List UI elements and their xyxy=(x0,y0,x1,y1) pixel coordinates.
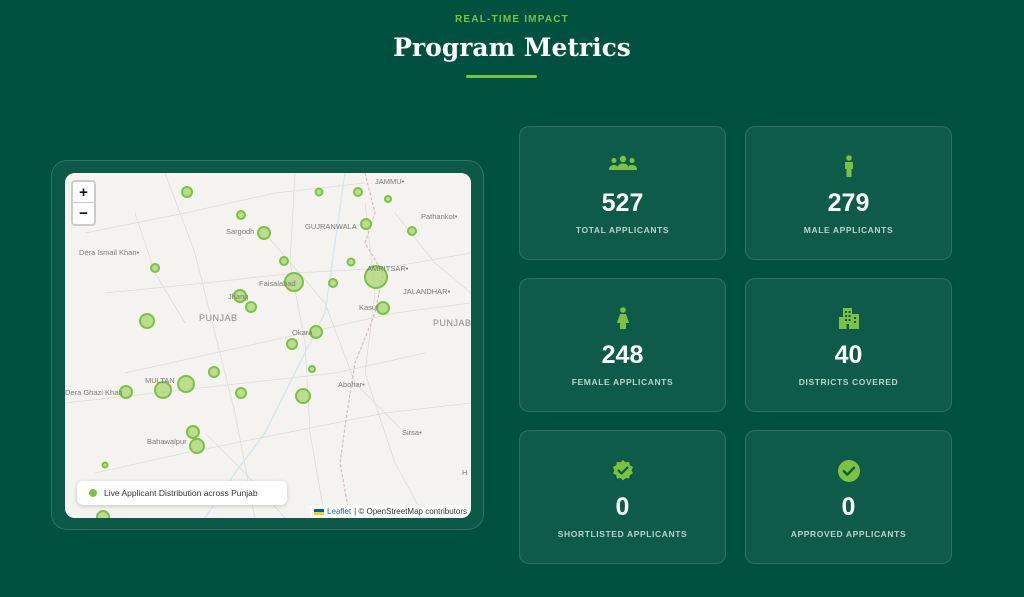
stat-value: 527 xyxy=(601,189,644,217)
map-marker xyxy=(328,278,338,288)
map-legend: Live Applicant Distribution across Punja… xyxy=(77,481,287,505)
map-marker xyxy=(364,265,388,289)
title-underline xyxy=(466,75,537,78)
place-label: AMRITSAR• xyxy=(367,264,409,273)
map-marker xyxy=(245,301,257,313)
map-marker xyxy=(150,263,160,273)
map-marker xyxy=(101,461,109,469)
map-marker xyxy=(235,387,247,399)
stat-label: FEMALE APPLICANTS xyxy=(571,377,674,387)
map-marker xyxy=(309,325,323,339)
place-label: JALANDHAR• xyxy=(403,287,451,296)
map-marker xyxy=(308,365,316,373)
legend-label: Live Applicant Distribution across Punja… xyxy=(104,488,258,498)
stat-value: 0 xyxy=(841,493,856,521)
female-icon xyxy=(520,307,725,329)
place-label: MULTAN xyxy=(145,376,175,385)
place-label: GUJRANWALA xyxy=(305,222,357,231)
stat-value: 40 xyxy=(834,341,863,369)
badge-check-icon xyxy=(520,459,725,483)
map-marker xyxy=(295,388,311,404)
map-attribution: Leaflet | © OpenStreetMap contributors xyxy=(310,505,471,518)
place-label: Okara xyxy=(292,328,313,337)
map-marker xyxy=(236,210,246,220)
stat-card-districts-covered: 40 DISTRICTS COVERED xyxy=(745,278,952,412)
stat-label: MALE APPLICANTS xyxy=(803,225,894,235)
place-label: Bahawalpur xyxy=(147,437,187,446)
map-marker xyxy=(360,218,372,230)
stat-label: APPROVED APPLICANTS xyxy=(790,529,907,539)
building-icon xyxy=(746,307,951,329)
stat-card-male-applicants: 279 MALE APPLICANTS xyxy=(745,126,952,260)
map-marker xyxy=(279,256,289,266)
stat-label: TOTAL APPLICANTS xyxy=(575,225,670,235)
place-label: Faisalabad xyxy=(259,279,296,288)
map-marker xyxy=(233,289,247,303)
stat-label: SHORTLISTED APPLICANTS xyxy=(557,529,688,539)
place-label: PUNJAB xyxy=(199,313,238,323)
place-label: Sargodh xyxy=(226,227,255,236)
map-marker xyxy=(154,381,172,399)
page-title: Program Metrics xyxy=(393,33,631,62)
place-label: Pathankot• xyxy=(421,212,458,221)
map-marker xyxy=(119,385,133,399)
map-marker xyxy=(189,438,205,454)
map-marker xyxy=(181,186,193,198)
stat-card-female-applicants: 248 FEMALE APPLICANTS xyxy=(519,278,726,412)
stat-card-shortlisted-applicants: 0 SHORTLISTED APPLICANTS xyxy=(519,430,726,564)
place-label: JAMMU• xyxy=(375,177,405,186)
map-marker xyxy=(257,226,271,240)
map-marker xyxy=(139,313,155,329)
place-label: PUNJAB xyxy=(433,318,471,328)
place-label: H xyxy=(462,468,468,477)
map-marker xyxy=(314,187,324,197)
map-marker xyxy=(376,301,390,315)
stat-card-total-applicants: 527 TOTAL APPLICANTS xyxy=(519,126,726,260)
circle-check-icon xyxy=(746,459,951,483)
stat-value: 0 xyxy=(615,493,630,521)
map-marker xyxy=(384,195,392,203)
male-icon xyxy=(746,155,951,177)
stat-value: 279 xyxy=(827,189,870,217)
place-label: Sirsa• xyxy=(402,428,422,437)
map-marker xyxy=(286,338,298,350)
map-marker xyxy=(96,510,110,518)
users-icon xyxy=(520,155,725,171)
applicant-map[interactable]: JAMMU• Pathankot• Sargodh GUJRANWALA Der… xyxy=(65,173,471,518)
stat-value: 248 xyxy=(601,341,644,369)
section-eyebrow: REAL-TIME IMPACT xyxy=(454,14,569,25)
map-marker xyxy=(346,257,356,267)
map-marker xyxy=(186,425,200,439)
map-marker xyxy=(284,272,304,292)
place-label: Kasur xyxy=(359,303,379,312)
legend-dot-icon xyxy=(89,489,97,497)
stat-card-approved-applicants: 0 APPROVED APPLICANTS xyxy=(745,430,952,564)
map-marker xyxy=(177,375,195,393)
marker-group xyxy=(96,186,417,518)
place-label: Dera Ismail Khan• xyxy=(79,248,140,257)
map-marker xyxy=(353,187,363,197)
ukraine-flag-icon xyxy=(314,508,325,515)
map-marker xyxy=(208,366,220,378)
leaflet-link[interactable]: Leaflet xyxy=(327,507,352,516)
place-label: Dera Ghazi Khan xyxy=(65,388,123,397)
zoom-control: + − xyxy=(71,180,96,226)
place-label: Abohar• xyxy=(338,380,365,389)
zoom-in-button[interactable]: + xyxy=(73,182,94,203)
map-tiles xyxy=(65,173,471,518)
place-label: Jhang xyxy=(228,292,249,301)
osm-attribution: | © OpenStreetMap contributors xyxy=(354,507,467,516)
zoom-out-button[interactable]: − xyxy=(79,205,88,222)
stat-label: DISTRICTS COVERED xyxy=(798,377,899,387)
map-marker xyxy=(407,226,417,236)
